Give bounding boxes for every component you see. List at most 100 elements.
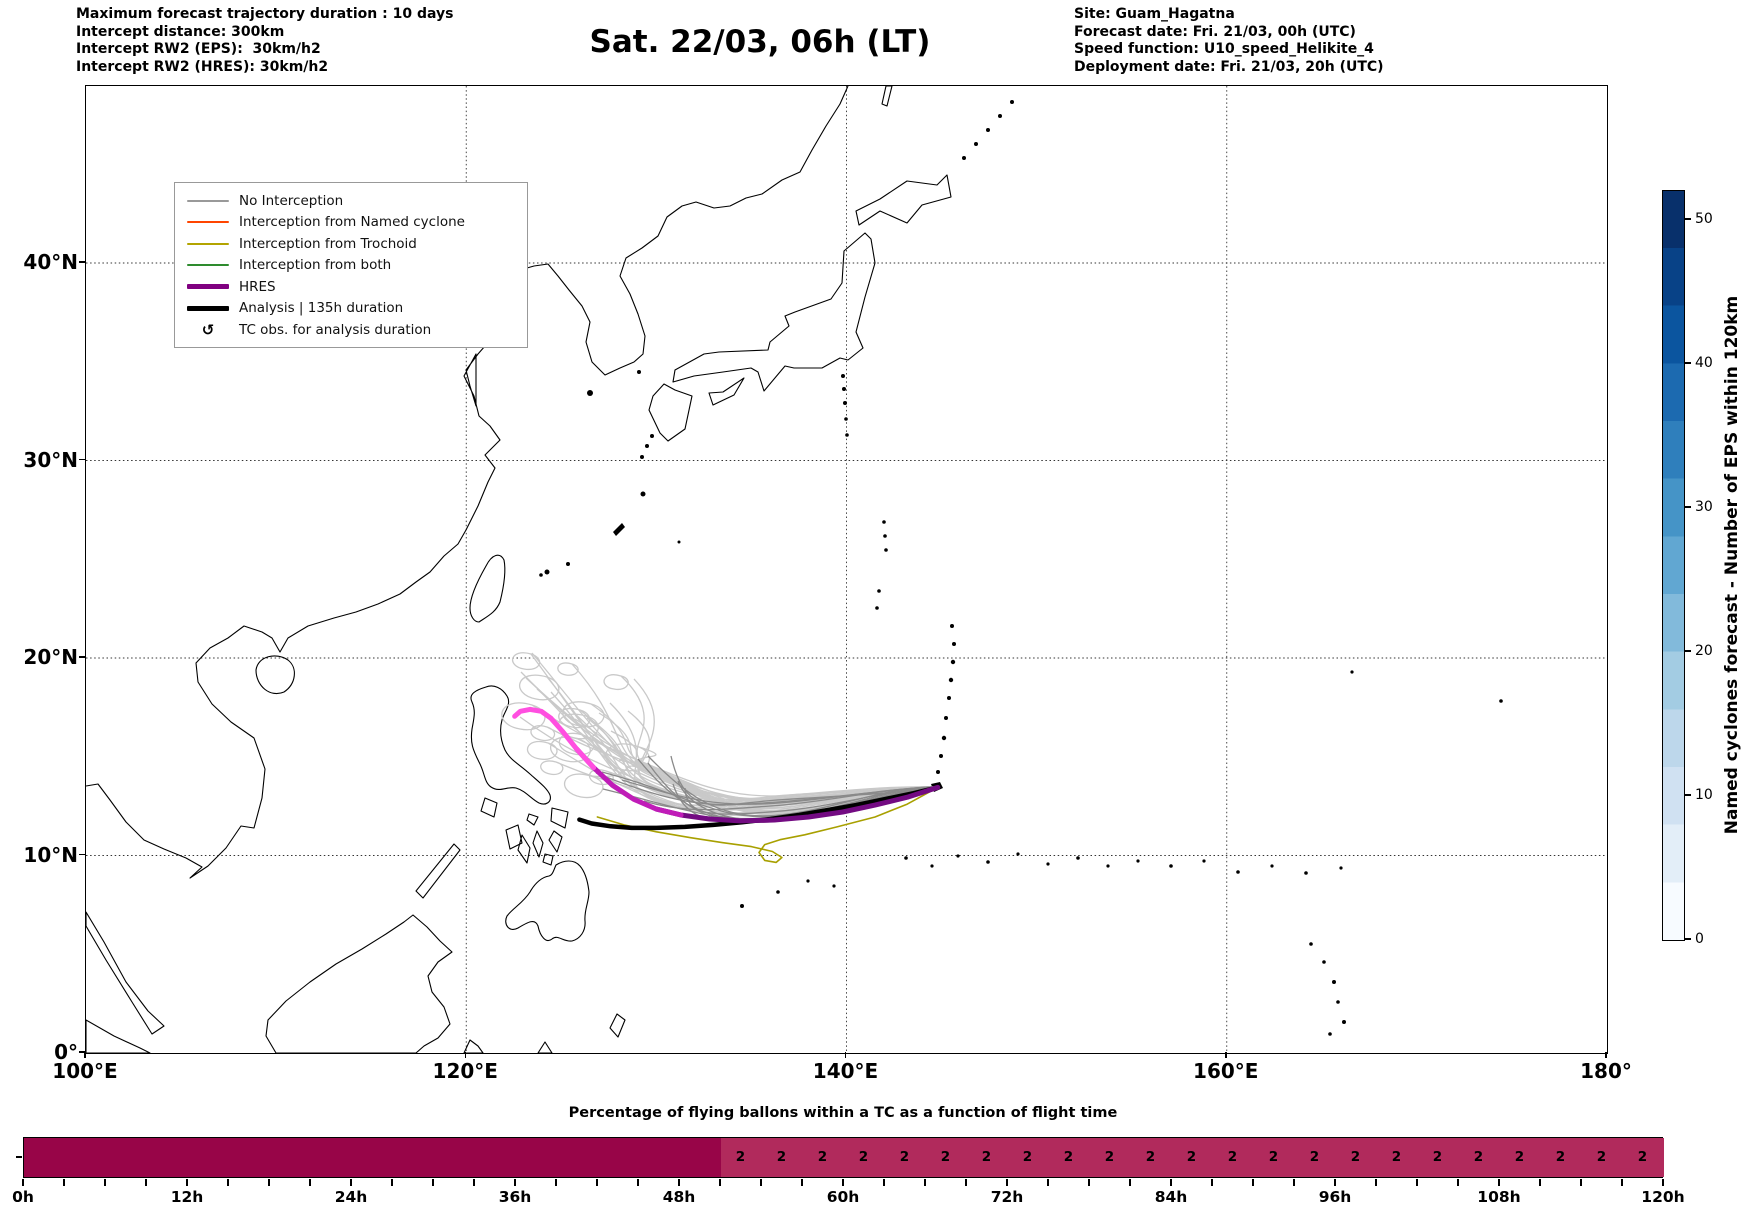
coastline-halmahera <box>609 1013 626 1038</box>
legend-item: ↺ TC obs. for analysis duration <box>187 319 517 341</box>
map-ytick-mark <box>79 1051 85 1053</box>
tc-count-annotation: 2 <box>1104 1149 1115 1165</box>
bottom-axis-tick <box>1047 1179 1049 1186</box>
tc-count-annotation: 2 <box>1186 1149 1197 1165</box>
coastline-asia-mainland <box>86 86 849 879</box>
forecast-params-block: Maximum forecast trajectory duration : 1… <box>76 6 454 75</box>
tc-count-annotation: 2 <box>735 1149 746 1165</box>
bottom-axis-label: 36h <box>498 1188 532 1206</box>
legend-line-sample <box>187 264 229 267</box>
legend-item: Analysis | 135h duration <box>187 298 517 320</box>
coastline-taiwan <box>469 554 506 623</box>
bottom-axis-tick <box>1170 1179 1172 1186</box>
island-dot <box>1336 1000 1340 1004</box>
island-dot <box>841 374 845 378</box>
bottom-axis-tick <box>1088 1179 1090 1186</box>
tc-count-annotation: 2 <box>1391 1149 1402 1165</box>
island-dot <box>637 370 641 374</box>
tc-count-annotation: 2 <box>1022 1149 1033 1165</box>
tc-count-annotation: 2 <box>1555 1149 1566 1165</box>
coastlines <box>86 86 952 1053</box>
bottom-axis-tick <box>924 1179 926 1186</box>
map-ytick-mark <box>79 261 85 263</box>
island-dot <box>1342 1020 1346 1024</box>
colorbar <box>1662 190 1685 941</box>
bottom-axis-tick <box>1211 1179 1213 1186</box>
colorbar-tick-mark <box>1685 650 1691 652</box>
colorbar-tick-label: 50 <box>1695 210 1713 227</box>
tc-count-annotation: 2 <box>1473 1149 1484 1165</box>
map-xtick-label: 100°E <box>52 1059 118 1083</box>
colorbar-tick-label: 10 <box>1695 786 1713 803</box>
map-xtick-mark <box>844 1052 847 1058</box>
coastline-borneo <box>265 914 453 1053</box>
legend-item: HRES <box>187 276 517 298</box>
island-dot <box>1339 866 1343 870</box>
bottom-axis-tick <box>1129 1179 1131 1186</box>
bottom-axis-label: 96h <box>1318 1188 1352 1206</box>
island-dot <box>974 142 978 146</box>
island-dot <box>944 716 948 720</box>
island-dot <box>1016 852 1020 856</box>
island-dot <box>884 548 888 552</box>
island-dot <box>1046 862 1050 866</box>
island-dot <box>956 854 960 858</box>
bottom-axis-tick <box>678 1179 680 1186</box>
island-dot <box>882 520 886 524</box>
island-dot <box>832 884 836 888</box>
bottom-axis-tick <box>801 1179 803 1186</box>
island-dot <box>806 879 810 883</box>
flight-time-bar-segment <box>24 1138 721 1177</box>
run-info-block: Site: Guam_Hagatna Forecast date: Fri. 2… <box>1074 6 1384 75</box>
island-dot <box>930 864 934 868</box>
legend-item-label: Interception from Trochoid <box>239 235 417 252</box>
legend-item-label: HRES <box>239 278 276 295</box>
island-dot <box>875 606 879 610</box>
bottom-axis-tick <box>637 1179 639 1186</box>
coastline-hainan <box>255 655 295 694</box>
island-okinawa <box>613 523 625 536</box>
island-dot <box>1169 864 1173 868</box>
tc-count-annotation: 2 <box>1063 1149 1074 1165</box>
tc-count-annotation: 2 <box>1637 1149 1648 1165</box>
colorbar-tick-mark <box>1685 506 1691 508</box>
eps-member-dark <box>595 772 939 806</box>
colorbar-tick-mark <box>1685 938 1691 940</box>
island-dot <box>1010 100 1014 104</box>
coastline-honshu <box>672 232 876 392</box>
legend-item: No Interception <box>187 190 517 212</box>
small-islands <box>539 100 1503 1036</box>
map-ytick-mark <box>79 656 85 658</box>
map-xtick-label: 180° <box>1580 1059 1632 1083</box>
island-dot <box>948 677 954 683</box>
coastline-malay-peninsula <box>86 911 165 1035</box>
tc-count-annotation: 2 <box>817 1149 828 1165</box>
island-dot <box>1076 856 1080 860</box>
tc-count-annotation: 2 <box>1514 1149 1525 1165</box>
island-dot <box>1350 670 1354 674</box>
coastline-shikoku <box>708 377 745 406</box>
bottom-axis-label: 108h <box>1477 1188 1521 1206</box>
tc-count-annotation: 2 <box>1350 1149 1361 1165</box>
bottom-chart-title: Percentage of flying ballons within a TC… <box>568 1105 1118 1121</box>
tc-count-annotation: 2 <box>1145 1149 1156 1165</box>
bottom-axis-tick <box>1539 1179 1541 1186</box>
bottom-axis-tick <box>965 1179 967 1186</box>
legend-line-sample <box>187 242 229 245</box>
island-dot <box>962 156 966 160</box>
bottom-axis-tick <box>514 1179 516 1186</box>
tc-count-annotation: 2 <box>981 1149 992 1165</box>
island-dot <box>843 401 847 405</box>
island-dot <box>1136 859 1140 863</box>
eps-trajectories <box>501 652 939 824</box>
island-dot <box>776 890 780 894</box>
eps-member-light <box>501 702 939 797</box>
trochoid-trajectory <box>596 786 939 864</box>
island-dot <box>936 770 940 774</box>
map-xtick-label: 120°E <box>432 1059 498 1083</box>
tc-obs-icon: ↺ <box>201 320 215 339</box>
colorbar-tick-label: 30 <box>1695 498 1713 515</box>
bottom-axis-tick <box>350 1179 352 1186</box>
island-dot <box>587 390 593 396</box>
